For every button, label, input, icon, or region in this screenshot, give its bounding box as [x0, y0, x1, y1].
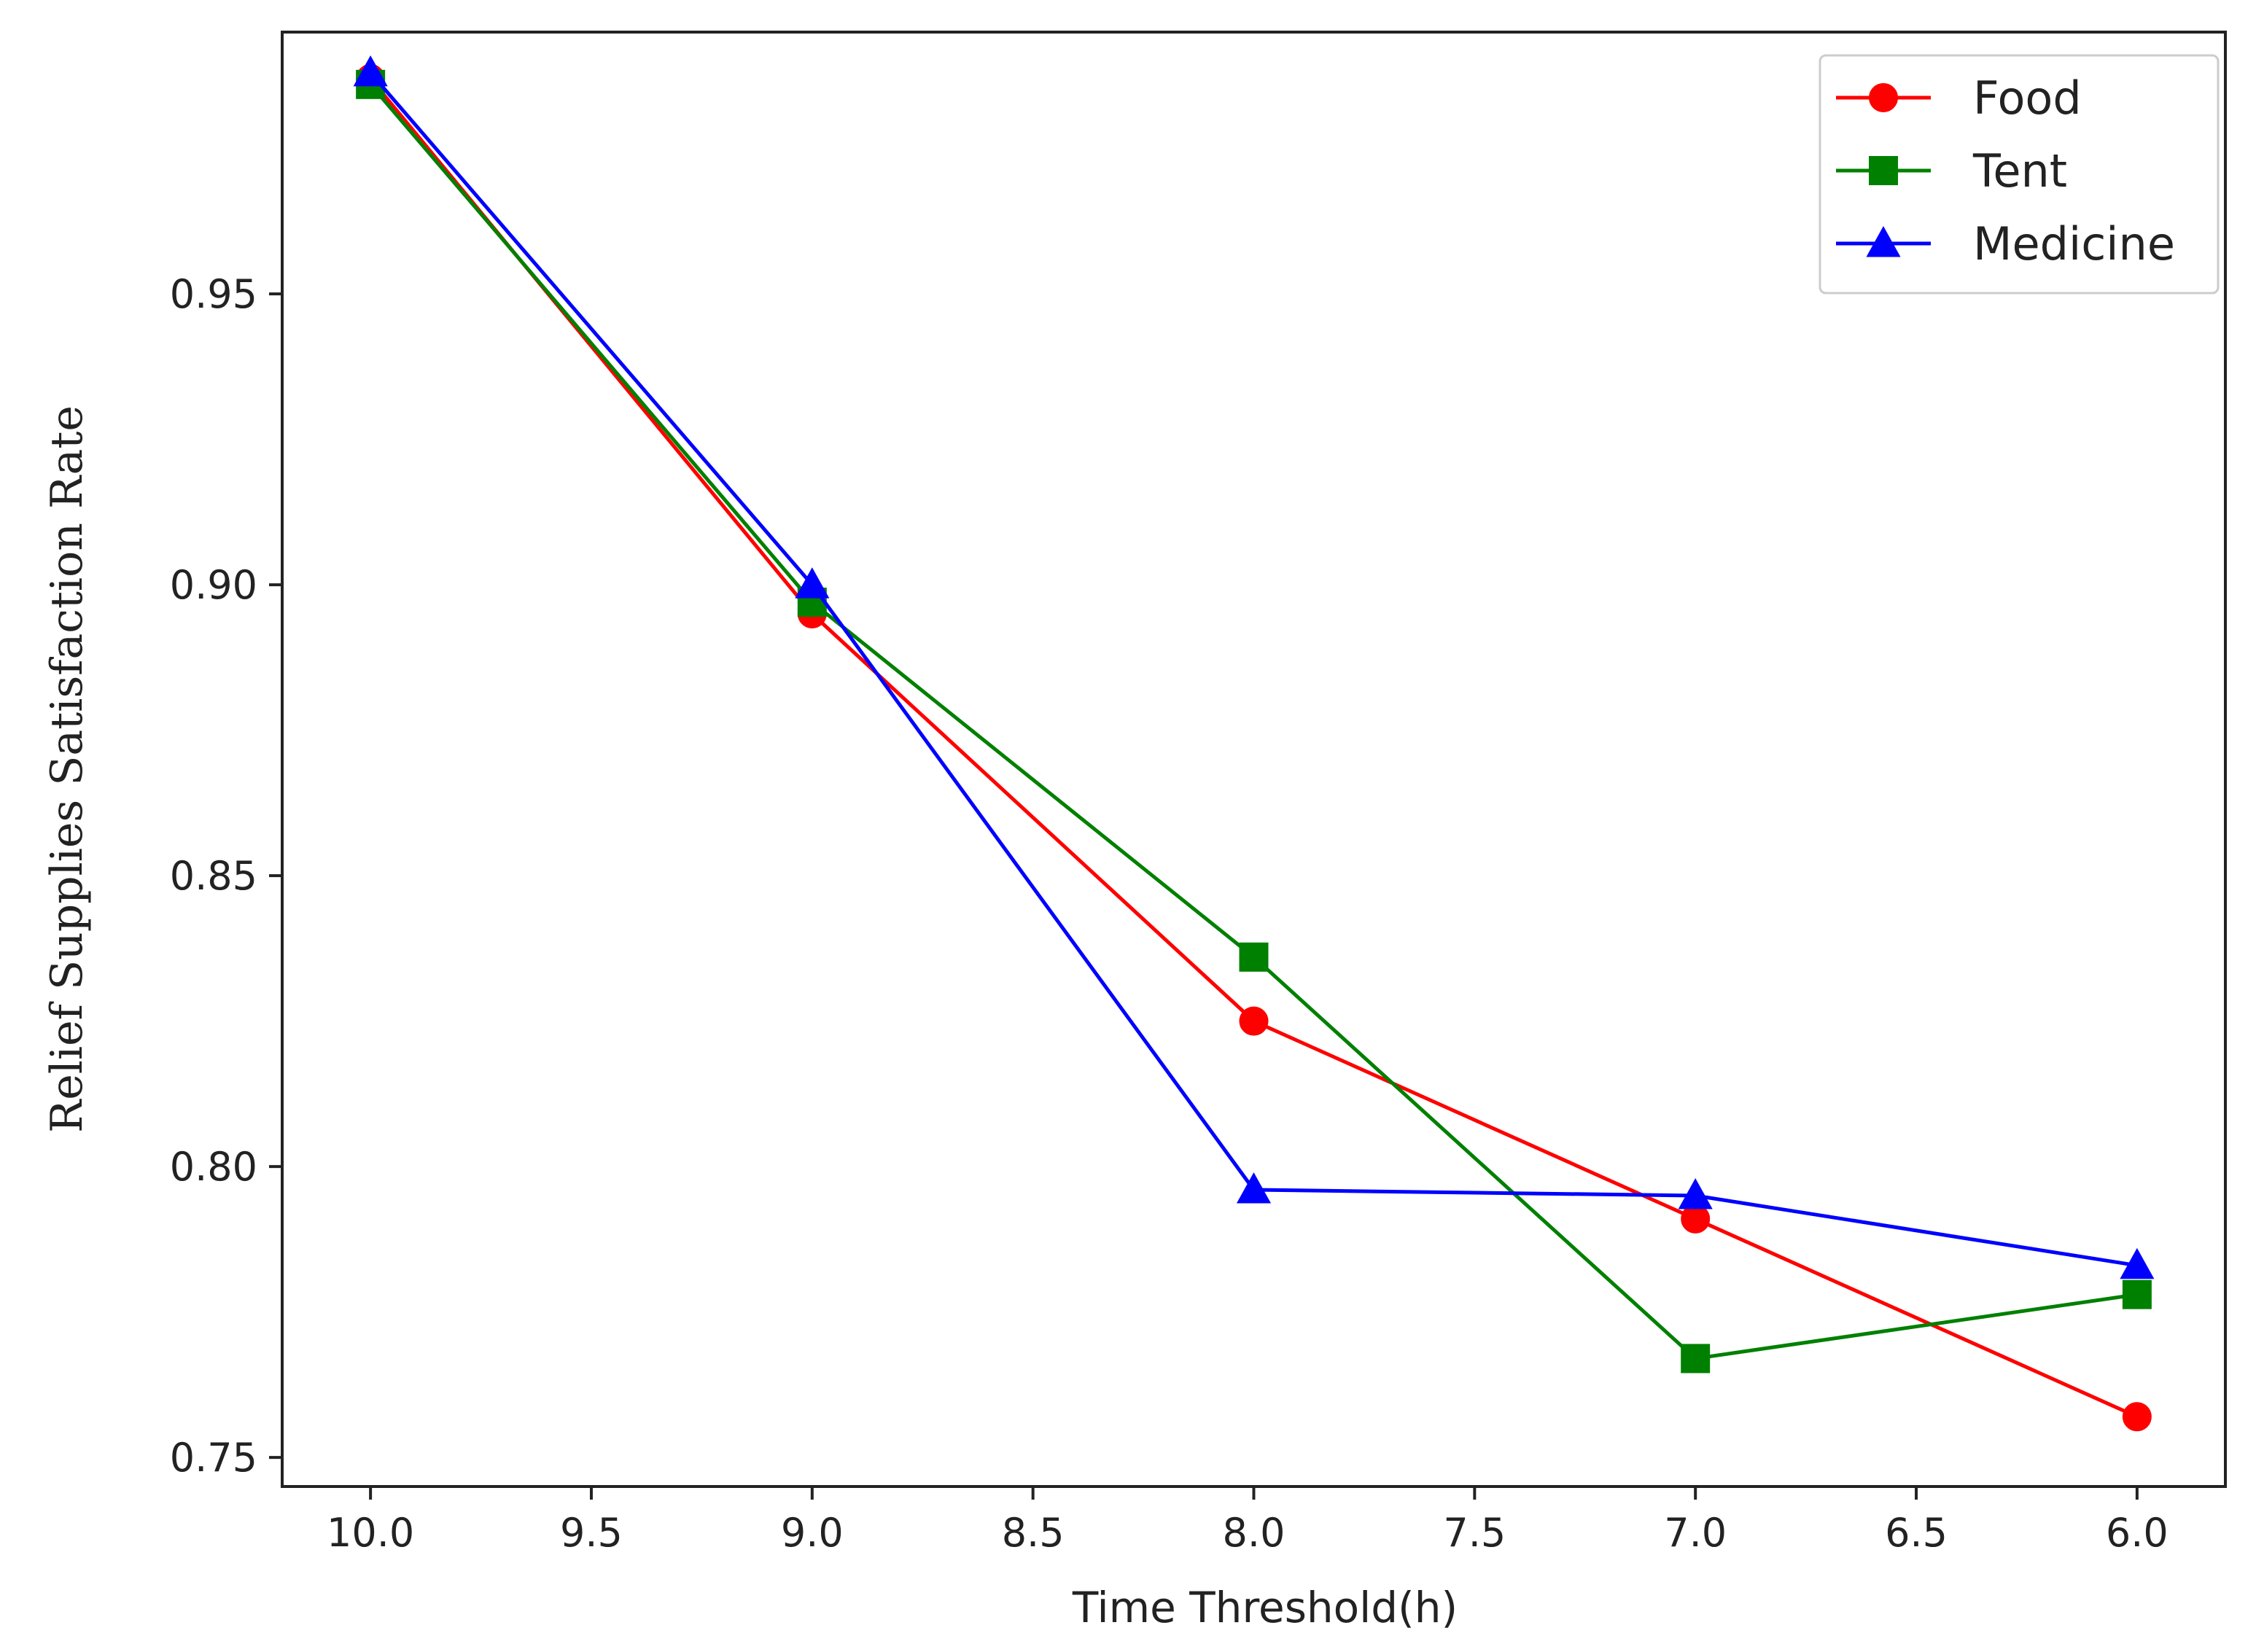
x-tick-label: 9.0 [781, 1510, 844, 1556]
y-tick-label: 0.85 [170, 853, 257, 899]
data-point-tent [2122, 1279, 2152, 1309]
legend-box [1819, 54, 2220, 295]
y-tick-label: 0.75 [170, 1435, 257, 1481]
y-axis-label: Relief Supplies Satisfaction Rate [42, 405, 93, 1133]
series-layer [353, 55, 2155, 1432]
data-point-medicine [353, 55, 388, 87]
legend-item-tent: Tent [1836, 144, 2067, 198]
legend-label-tent: Tent [1972, 144, 2067, 198]
series-medicine [353, 55, 2155, 1279]
legend-label-medicine: Medicine [1973, 217, 2175, 270]
y-tick-label: 0.90 [170, 562, 257, 608]
y-tick-label: 0.95 [170, 271, 257, 317]
data-point-medicine [2120, 1247, 2155, 1279]
x-tick-label: 7.5 [1443, 1510, 1506, 1556]
x-tick-label: 10.0 [327, 1510, 414, 1556]
x-tick-label: 7.0 [1664, 1510, 1727, 1556]
series-tent [356, 69, 2152, 1374]
x-tick-label: 9.5 [560, 1510, 623, 1556]
x-tick-label: 6.0 [2106, 1510, 2169, 1556]
data-point-tent [1239, 942, 1269, 972]
data-point-medicine [795, 567, 830, 599]
data-point-food [2122, 1402, 2152, 1432]
axes: 10.0 9.5 9.0 8.5 8.0 7.5 7.0 6.5 6.0 0.75 0.80 0.85… [170, 31, 2227, 1556]
data-point-tent [1681, 1344, 1711, 1374]
legend-marker-medicine [1866, 226, 1901, 257]
data-point-food [1681, 1204, 1711, 1234]
data-point-food [1239, 1006, 1269, 1036]
x-tick-label: 8.5 [1002, 1510, 1065, 1556]
legend-label-food: Food [1973, 71, 2082, 125]
x-tick-label: 6.5 [1885, 1510, 1948, 1556]
legend-marker-food [1869, 83, 1898, 112]
data-point-medicine [1678, 1178, 1713, 1209]
x-tick-label: 8.0 [1223, 1510, 1285, 1556]
x-axis-label: Time Threshold(h) [1072, 1583, 1458, 1632]
legend-marker-tent [1869, 156, 1898, 185]
legend-item-medicine: Medicine [1836, 217, 2175, 270]
legend-item-food: Food [1836, 71, 2082, 125]
legend: Food Tent Medicine [1819, 54, 2220, 295]
y-tick-label: 0.80 [170, 1144, 257, 1190]
data-point-medicine [1236, 1172, 1272, 1204]
